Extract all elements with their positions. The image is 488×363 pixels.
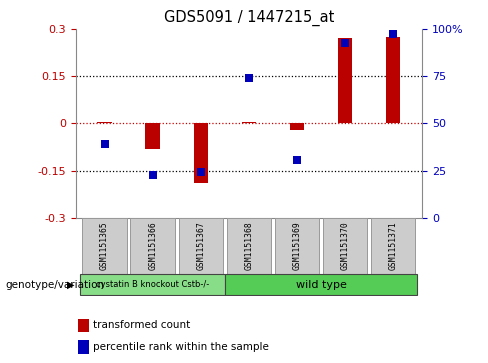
Bar — [242, 122, 256, 123]
Text: cystatin B knockout Cstb-/-: cystatin B knockout Cstb-/- — [96, 280, 209, 289]
FancyBboxPatch shape — [371, 219, 415, 273]
Point — [389, 31, 397, 37]
Bar — [97, 122, 112, 123]
Text: GSM1151365: GSM1151365 — [100, 221, 109, 270]
Text: GSM1151369: GSM1151369 — [292, 221, 302, 270]
Point — [293, 157, 301, 163]
Bar — [78, 319, 88, 332]
Text: GSM1151366: GSM1151366 — [148, 221, 157, 270]
Point — [245, 75, 253, 81]
FancyBboxPatch shape — [81, 274, 225, 295]
FancyBboxPatch shape — [130, 219, 175, 273]
Bar — [338, 38, 352, 123]
Text: wild type: wild type — [296, 280, 346, 290]
Title: GDS5091 / 1447215_at: GDS5091 / 1447215_at — [163, 10, 334, 26]
Text: GSM1151368: GSM1151368 — [244, 221, 253, 270]
Text: percentile rank within the sample: percentile rank within the sample — [93, 342, 269, 352]
Bar — [194, 123, 208, 183]
Bar — [78, 340, 88, 354]
Bar — [290, 123, 304, 130]
Point — [341, 40, 349, 46]
Point — [149, 172, 157, 178]
Text: transformed count: transformed count — [93, 321, 190, 330]
Bar — [386, 37, 401, 123]
Point — [197, 169, 204, 175]
Text: GSM1151371: GSM1151371 — [389, 221, 398, 270]
FancyBboxPatch shape — [275, 219, 319, 273]
FancyBboxPatch shape — [323, 219, 367, 273]
Text: genotype/variation: genotype/variation — [5, 280, 104, 290]
Point — [101, 141, 108, 147]
Text: GSM1151367: GSM1151367 — [196, 221, 205, 270]
Text: ▶: ▶ — [67, 280, 75, 290]
FancyBboxPatch shape — [179, 219, 223, 273]
FancyBboxPatch shape — [225, 274, 417, 295]
FancyBboxPatch shape — [82, 219, 127, 273]
FancyBboxPatch shape — [227, 219, 271, 273]
Text: GSM1151370: GSM1151370 — [341, 221, 349, 270]
Bar — [145, 123, 160, 148]
